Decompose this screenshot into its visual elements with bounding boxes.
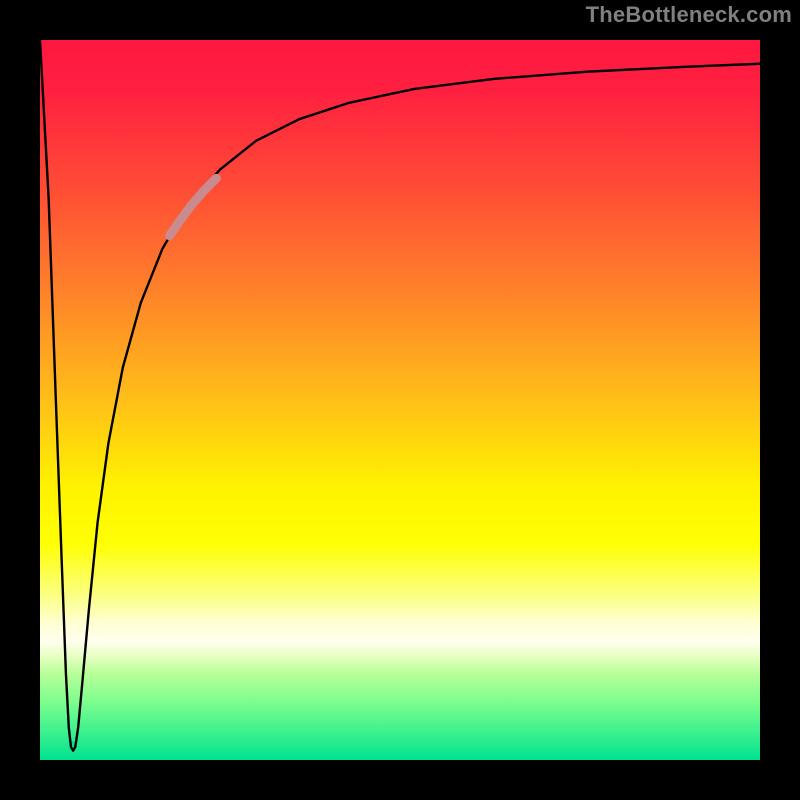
bottleneck-chart: [0, 0, 800, 800]
plot-background: [40, 40, 760, 760]
watermark-text: TheBottleneck.com: [586, 2, 792, 28]
